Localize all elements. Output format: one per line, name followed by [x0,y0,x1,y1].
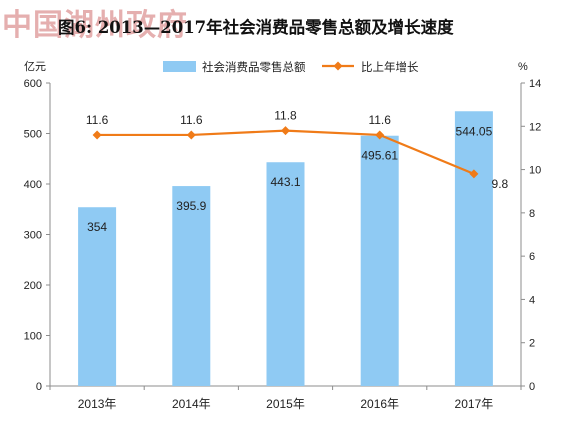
x-tick-label: 2017年 [455,397,494,411]
x-tick-label: 2014年 [172,397,211,411]
y-right-tick-label: 0 [529,381,535,393]
y-right-tick-label: 6 [529,251,535,263]
y-right-tick-label: 4 [529,294,535,306]
line-data-label: 11.8 [274,109,297,123]
bar [78,207,117,386]
y-left-tick-label: 0 [36,381,42,393]
y-left-tick-label: 100 [24,331,42,343]
watermark-logo: 中国湖州政府 [2,8,188,43]
bar [266,162,305,386]
legend-swatch-bar [163,61,196,72]
bar-data-label: 495.61 [361,149,398,163]
y-left-tick-label: 600 [24,78,42,90]
bar-data-label: 395.9 [176,199,206,213]
growth-point-marker [281,126,290,136]
bar [454,111,493,386]
y-left-tick-label: 500 [24,129,42,141]
legend-swatch-marker [333,61,343,71]
y-left-tick-label: 400 [24,179,42,191]
growth-point-marker [186,130,196,140]
line-data-label: 9.8 [492,177,509,191]
y-right-unit: % [518,61,528,73]
y-right-tick-label: 8 [529,208,535,220]
bar-data-label: 443.1 [270,175,300,189]
line-data-label: 11.6 [368,113,391,127]
x-tick-label: 2013年 [78,397,117,411]
growth-point-marker [469,169,479,179]
y-left-tick-label: 200 [24,280,42,292]
x-tick-label: 2016年 [360,397,399,411]
growth-point-marker [375,130,385,140]
bar-data-label: 544.05 [456,124,493,138]
line-data-label: 11.6 [180,113,203,127]
y-left-unit: 亿元 [24,60,46,73]
legend-label-line: 比上年增长 [361,60,419,74]
line-data-label: 11.6 [86,113,109,127]
y-left-tick-label: 300 [24,230,42,242]
bar-data-label: 354 [87,220,107,234]
growth-point-marker [92,130,102,140]
y-right-tick-label: 2 [529,338,535,350]
y-right-tick-label: 14 [529,78,541,90]
legend-label-bar: 社会消费品零售总额 [202,60,306,74]
x-tick-label: 2015年 [266,397,305,411]
bar [360,135,399,386]
y-right-tick-label: 10 [529,165,541,177]
chart-title: 图6: 2013—2017年社会消费品零售总额及增长速度 [58,18,454,37]
y-right-tick-label: 12 [529,121,541,133]
bar [172,186,211,386]
